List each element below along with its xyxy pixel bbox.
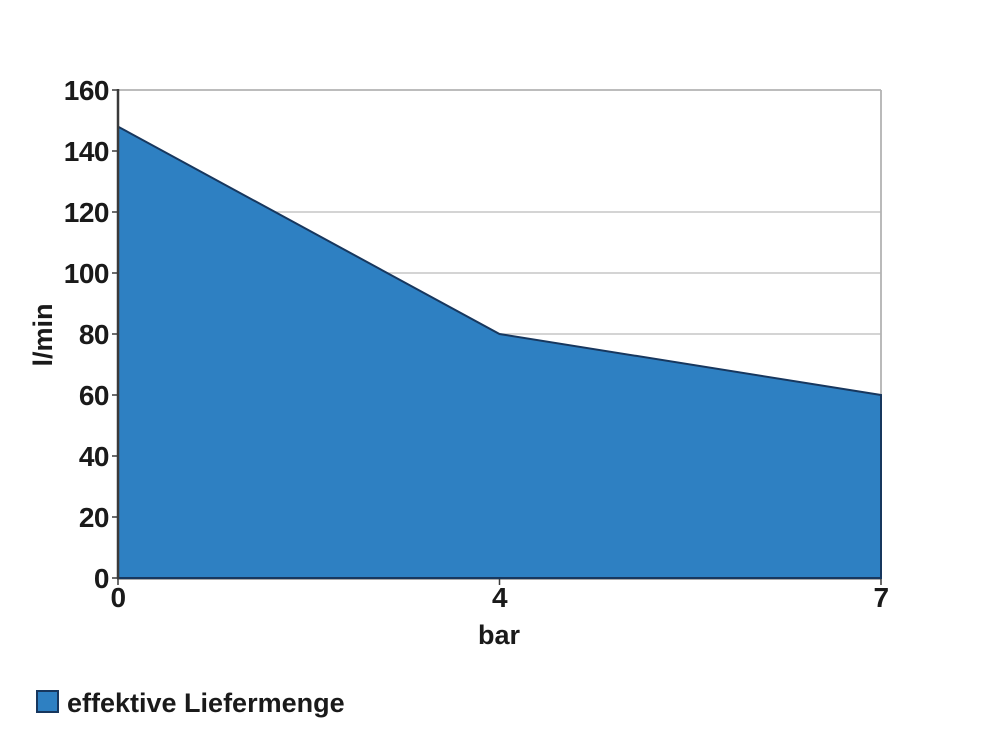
legend-swatch — [36, 690, 59, 713]
y-tick-label: 80 — [79, 319, 109, 350]
x-tick-labels: 0 4 7 — [110, 582, 889, 613]
y-tick-label: 60 — [79, 380, 109, 411]
y-tick-label: 0 — [94, 563, 109, 594]
y-axis-title: l/min — [28, 303, 58, 366]
tick-marks — [112, 89, 882, 585]
area-series-effektive-liefermenge — [117, 124, 882, 579]
y-tick-label: 120 — [64, 197, 109, 228]
x-tick-label: 4 — [492, 582, 508, 613]
x-tick-label: 0 — [110, 582, 125, 613]
x-tick-label: 7 — [873, 582, 888, 613]
y-tick-label: 40 — [79, 441, 109, 472]
y-tick-label: 100 — [64, 258, 109, 289]
y-tick-label: 140 — [64, 136, 109, 167]
y-tick-label: 160 — [64, 75, 109, 106]
x-axis-title: bar — [478, 620, 521, 650]
y-tick-label: 20 — [79, 502, 109, 533]
y-tick-labels: 0 20 40 60 80 100 120 140 160 — [64, 75, 110, 594]
legend: effektive Liefermenge — [36, 688, 345, 718]
legend-label: effektive Liefermenge — [67, 688, 345, 718]
